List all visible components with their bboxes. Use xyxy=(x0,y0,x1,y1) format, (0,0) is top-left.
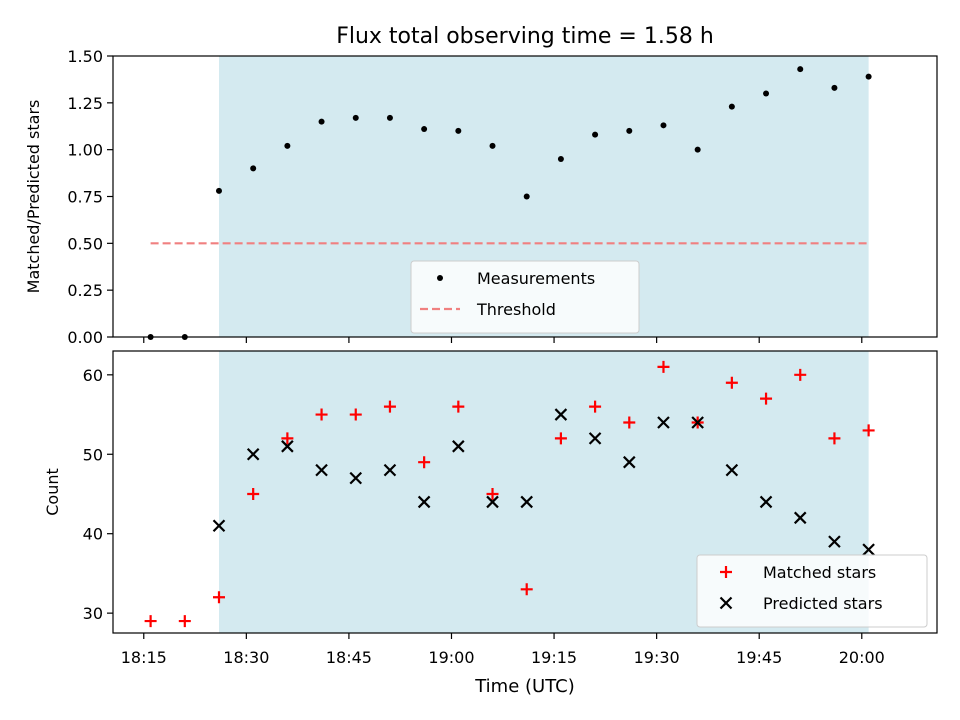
y-axis-label: Count xyxy=(43,468,62,516)
x-tick-label: 18:15 xyxy=(121,648,167,667)
data-point xyxy=(728,103,735,110)
data-point xyxy=(691,416,704,429)
legend-label: Threshold xyxy=(476,300,556,319)
data-point xyxy=(486,487,499,500)
data-point xyxy=(623,416,636,429)
legend-box xyxy=(410,260,640,334)
legend-label: Predicted stars xyxy=(763,594,883,613)
legend: Matched stars Predicted stars xyxy=(696,554,928,628)
data-point xyxy=(725,463,739,477)
data-point xyxy=(794,368,807,381)
data-point xyxy=(386,114,393,121)
data-point xyxy=(315,408,328,421)
data-point xyxy=(554,408,568,421)
x-tick-label: 19:45 xyxy=(736,648,782,667)
data-point xyxy=(554,432,567,445)
data-point xyxy=(694,146,701,153)
x-tick-label: 18:30 xyxy=(223,648,269,667)
data-point xyxy=(660,122,667,129)
data-point xyxy=(250,165,257,172)
data-point xyxy=(421,126,428,133)
y-axis-label: Matched/Predicted stars xyxy=(24,100,43,294)
data-point xyxy=(352,114,359,121)
x-tick-label: 19:00 xyxy=(428,648,474,667)
data-point xyxy=(281,432,294,445)
data-point xyxy=(417,495,431,509)
legend-label: Measurements xyxy=(477,269,595,288)
x-tick-label: 18:45 xyxy=(326,648,372,667)
y-tick-label: 30 xyxy=(83,604,103,623)
y-tick-label: 50 xyxy=(83,445,103,464)
bottom-panel: 30 40 50 60 18:15 18:30 18:45 19:00 19:15 19:30 19… xyxy=(43,350,938,667)
data-point xyxy=(315,463,328,477)
data-point xyxy=(212,519,226,533)
data-point xyxy=(828,432,841,445)
data-point xyxy=(763,90,770,97)
data-point xyxy=(520,583,533,596)
y-tick-label: 1.00 xyxy=(67,141,103,160)
data-point xyxy=(626,127,633,134)
data-point xyxy=(489,142,496,149)
data-point xyxy=(793,511,807,525)
data-point xyxy=(284,142,291,149)
y-tick-label: 40 xyxy=(83,525,103,544)
data-point xyxy=(212,591,225,604)
data-point xyxy=(318,118,325,125)
legend-box xyxy=(696,554,928,628)
data-point xyxy=(452,400,465,413)
data-point xyxy=(383,463,397,477)
legend-marker xyxy=(437,275,443,281)
y-tick-label: 0.50 xyxy=(67,234,103,253)
axes-frame xyxy=(112,350,938,634)
data-point xyxy=(760,392,773,405)
data-point xyxy=(349,408,362,421)
data-point xyxy=(349,471,363,485)
data-point xyxy=(144,615,157,628)
y-tick-label: 0.00 xyxy=(67,328,103,347)
y-tick-label: 1.50 xyxy=(67,47,103,66)
top-panel: 0.00 0.25 0.50 0.75 1.00 1.25 1.50 Matched/Pred… xyxy=(24,47,938,347)
data-point xyxy=(862,543,875,556)
y-tick-label: 60 xyxy=(83,366,103,385)
data-point xyxy=(862,424,875,437)
data-point xyxy=(178,615,191,628)
data-point xyxy=(623,455,636,469)
legend-marker xyxy=(720,566,732,578)
y-tick-label: 1.25 xyxy=(67,94,103,113)
data-point xyxy=(831,84,838,91)
x-tick-label: 20:00 xyxy=(839,648,885,667)
legend: Measurements Threshold xyxy=(410,260,640,334)
y-tick-label: 0.75 xyxy=(67,188,103,207)
x-axis-label: Time (UTC) xyxy=(474,676,575,697)
data-point xyxy=(589,400,602,413)
data-point xyxy=(281,440,294,453)
data-point xyxy=(797,66,804,73)
data-point xyxy=(828,535,841,548)
legend-label: Matched stars xyxy=(763,563,876,582)
data-point xyxy=(557,156,564,163)
data-point xyxy=(588,432,602,445)
y-tick-label: 0.25 xyxy=(67,281,103,300)
data-point xyxy=(657,416,670,429)
data-point xyxy=(215,187,222,194)
data-point xyxy=(486,495,499,509)
data-point xyxy=(247,487,260,500)
data-point xyxy=(246,447,260,461)
data-point xyxy=(418,456,431,469)
chart-title: Flux total observing time = 1.58 h xyxy=(336,24,714,49)
data-point xyxy=(452,440,465,453)
data-point xyxy=(383,400,396,413)
data-point xyxy=(592,131,599,138)
data-point xyxy=(455,127,462,134)
data-point xyxy=(520,495,533,509)
data-point xyxy=(725,376,738,389)
x-tick-label: 19:30 xyxy=(634,648,680,667)
legend-marker xyxy=(719,596,733,610)
data-point xyxy=(865,73,872,80)
data-point xyxy=(657,360,670,373)
data-point xyxy=(523,193,530,200)
x-tick-label: 19:15 xyxy=(531,648,577,667)
data-point xyxy=(759,495,773,509)
